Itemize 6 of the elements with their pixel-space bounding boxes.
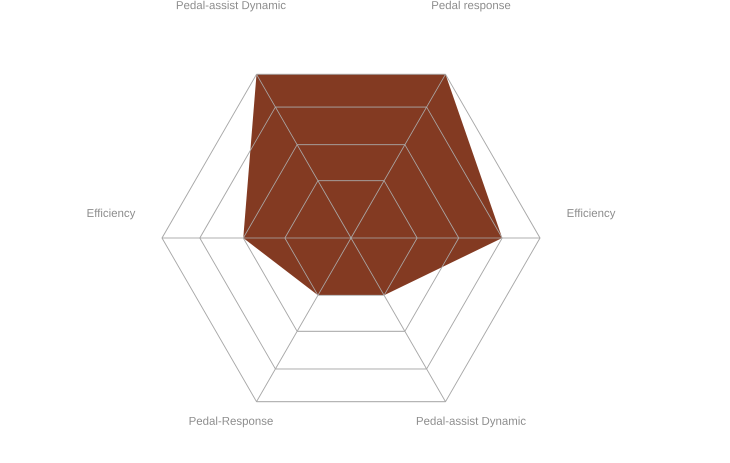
spoke-label: Pedal-assist Dynamic (176, 0, 286, 12)
spoke-label: Pedal response (432, 0, 510, 12)
spoke-label: Pedal-assist Dynamic (416, 416, 526, 428)
spoke-label: Efficiency (88, 208, 136, 220)
spoke-label: Efficiency (568, 208, 616, 220)
spoke-label: Pedal-Response (190, 416, 273, 428)
